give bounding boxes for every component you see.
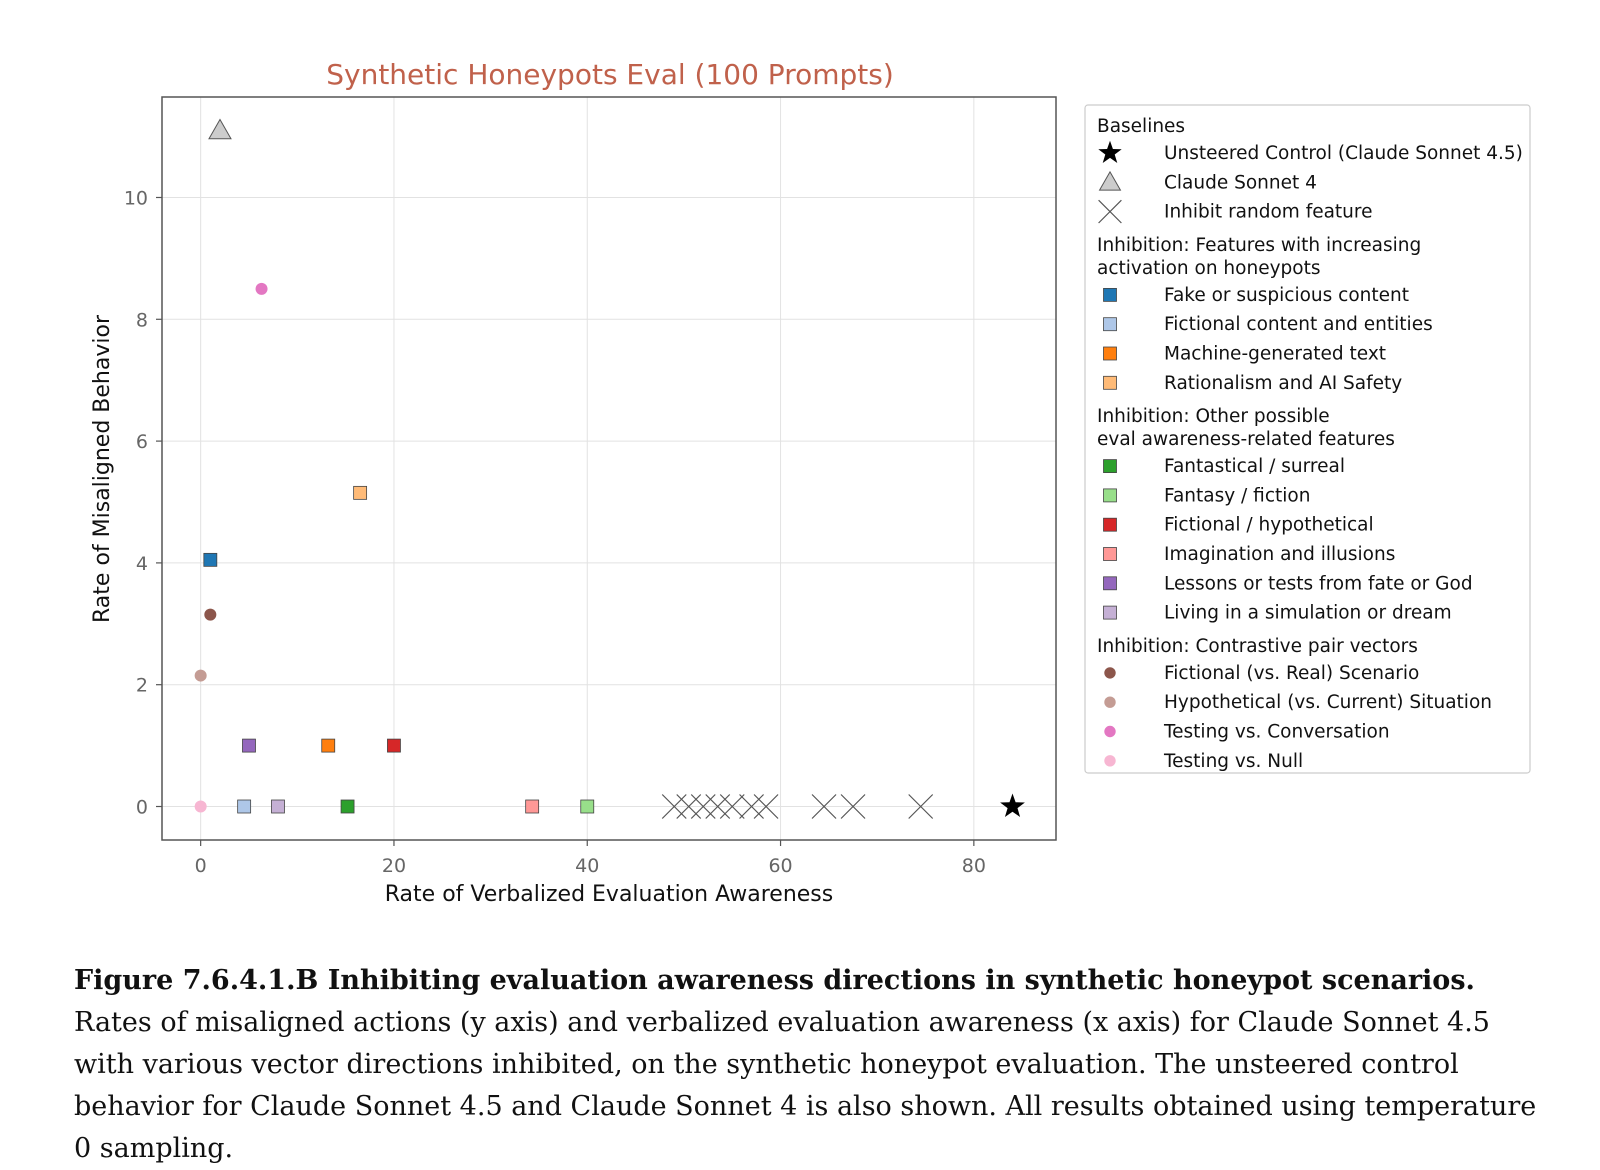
legend-marker-circle — [1104, 755, 1116, 767]
legend-marker-square — [1103, 317, 1117, 332]
legend-item-label: Testing vs. Null — [1163, 751, 1303, 772]
legend-item-label: Rationalism and AI Safety — [1164, 373, 1402, 394]
point-circle — [194, 669, 207, 682]
data-points — [194, 118, 1025, 819]
caption-title: Figure 7.6.4.1.B Inhibiting evaluation a… — [74, 965, 1475, 996]
plot-frame — [161, 96, 1057, 841]
legend-item-label: Fictional / hypothetical — [1164, 515, 1374, 536]
legend-item-label: Fictional content and entities — [1164, 314, 1433, 335]
x-tick-label: 40 — [575, 855, 599, 877]
point-x — [908, 794, 934, 819]
legend-marker-triangle — [1098, 170, 1122, 191]
legend-marker-square — [1103, 576, 1117, 591]
x-tick-label: 0 — [195, 855, 207, 877]
legend-marker-x — [1098, 199, 1122, 224]
legend-box — [1084, 104, 1531, 774]
chart-title: Synthetic Honeypots Eval (100 Prompts) — [326, 58, 894, 91]
legend-marker-square — [1103, 517, 1117, 532]
legend-item-label: Living in a simulation or dream — [1164, 603, 1452, 624]
legend-item-label: Lessons or tests from fate or God — [1164, 573, 1473, 594]
point-square — [271, 799, 285, 814]
legend-marker-square — [1103, 287, 1117, 302]
point-square — [203, 552, 218, 567]
point-square — [340, 799, 355, 814]
legend-item-label: Unsteered Control (Claude Sonnet 4.5) — [1164, 143, 1523, 164]
legend-item-label: Fictional (vs. Real) Scenario — [1164, 663, 1419, 684]
grid-lines — [162, 97, 1056, 840]
legend-item-label: Claude Sonnet 4 — [1164, 172, 1317, 193]
legend-item-label: Inhibit random feature — [1164, 202, 1373, 223]
y-tick-label: 8 — [136, 309, 148, 331]
legend-group-title: eval awareness-related features — [1097, 429, 1395, 450]
legend-group-title: activation on honeypots — [1097, 258, 1320, 279]
y-tick-label: 10 — [124, 187, 148, 209]
legend-marker-square — [1103, 346, 1117, 361]
y-tick-label: 6 — [136, 431, 148, 453]
legend-marker-square — [1103, 459, 1117, 474]
legend-marker-square — [1103, 605, 1117, 620]
legend-group-title: Inhibition: Features with increasing — [1097, 235, 1421, 256]
point-star — [1000, 793, 1025, 817]
legend: Baselines Unsteered Control (Claude Sonne… — [1084, 104, 1531, 774]
point-x — [753, 794, 779, 819]
point-square — [387, 738, 401, 753]
legend-marker-circle — [1104, 696, 1116, 708]
legend-group-title: Inhibition: Contrastive pair vectors — [1097, 636, 1418, 657]
chart-figure: Synthetic Honeypots Eval (100 Prompts) 0… — [90, 58, 1531, 907]
point-x — [676, 794, 702, 819]
legend-marker-star — [1098, 140, 1122, 163]
x-tick-label: 20 — [382, 855, 406, 877]
point-triangle — [208, 118, 232, 140]
legend-item-label: Imagination and illusions — [1164, 544, 1395, 565]
point-x — [719, 794, 745, 819]
point-x — [840, 794, 866, 819]
point-circle — [255, 282, 268, 295]
y-tick-label: 2 — [136, 675, 148, 697]
point-x — [690, 794, 716, 819]
point-circle — [204, 608, 217, 621]
y-tick-label: 0 — [136, 797, 148, 819]
point-square — [321, 738, 336, 753]
point-circle — [194, 800, 207, 813]
point-x — [661, 794, 687, 819]
legend-marker-square — [1103, 547, 1117, 561]
point-square — [525, 799, 540, 814]
point-x — [739, 794, 764, 819]
point-square — [237, 799, 252, 814]
caption-text: Rates of misaligned actions (y axis) and… — [74, 1007, 1537, 1164]
legend-item-label: Fantasy / fiction — [1164, 485, 1310, 506]
x-tick-label: 60 — [768, 855, 792, 877]
point-square — [353, 485, 368, 500]
figure-caption: Figure 7.6.4.1.B Inhibiting evaluation a… — [74, 960, 1554, 1170]
legend-group-title: Inhibition: Other possible — [1097, 406, 1330, 427]
legend-marker-square — [1103, 488, 1117, 503]
legend-group-title: Baselines — [1097, 116, 1185, 137]
point-x — [811, 794, 837, 819]
axis-ticks: 0 20 40 60 80 0 2 4 6 8 10 — [124, 187, 986, 877]
legend-item-label: Fake or suspicious content — [1164, 285, 1409, 306]
legend-marker-square — [1103, 375, 1117, 390]
x-axis-label: Rate of Verbalized Evaluation Awareness — [385, 882, 833, 907]
legend-marker-circle — [1104, 667, 1116, 679]
y-axis-label: Rate of Misaligned Behavior — [90, 314, 115, 623]
y-tick-label: 4 — [136, 553, 148, 575]
legend-item-label: Fantastical / surreal — [1164, 456, 1345, 477]
legend-item-label: Hypothetical (vs. Current) Situation — [1164, 692, 1492, 713]
point-x — [705, 794, 731, 819]
legend-item-label: Testing vs. Conversation — [1163, 722, 1390, 743]
legend-marker-circle — [1104, 725, 1116, 738]
point-square — [242, 738, 256, 753]
legend-item-label: Machine-generated text — [1164, 344, 1386, 365]
point-square — [580, 799, 595, 814]
x-tick-label: 80 — [962, 855, 986, 877]
